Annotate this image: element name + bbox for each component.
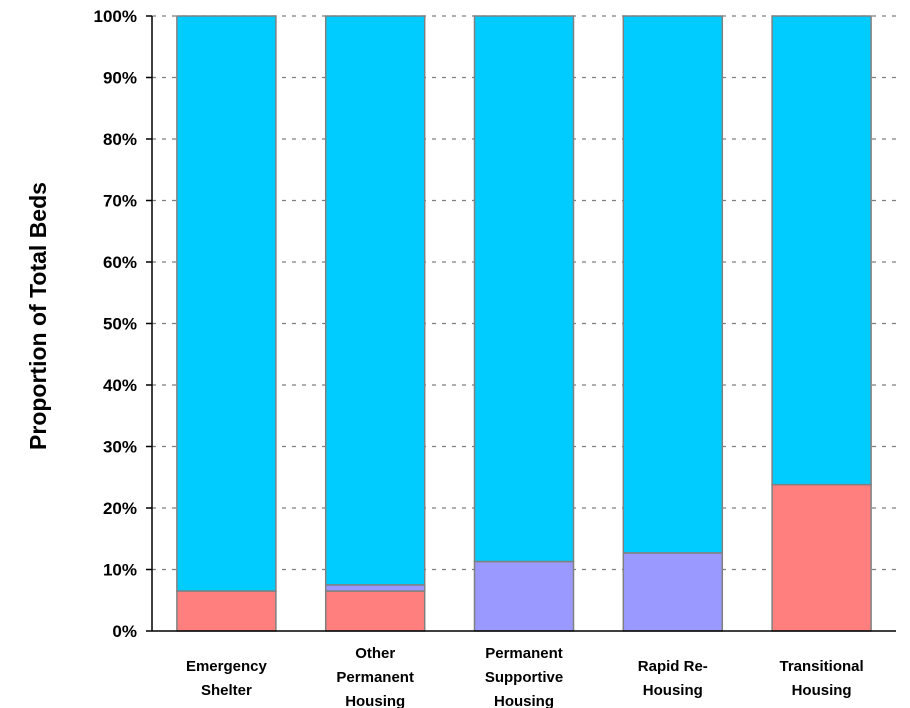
bar-segment: [771, 483, 872, 632]
bars: [176, 15, 872, 632]
bar-segment: [473, 560, 575, 632]
y-tick-label: 0%: [112, 622, 137, 641]
y-tick-label: 60%: [103, 253, 137, 272]
y-tick-label: 90%: [103, 69, 137, 88]
bar-segment: [771, 15, 872, 486]
x-category-label: Transitional Housing: [780, 658, 864, 699]
y-tick-label: 30%: [103, 438, 137, 457]
y-tick-label: 50%: [103, 315, 137, 334]
y-tick-label: 20%: [103, 499, 137, 518]
x-category-label: Permanent Supportive Housing: [485, 645, 563, 708]
x-category-labels: Emergency Shelter Other Permanent Housing Per…: [186, 645, 864, 708]
y-tick-label: 100%: [94, 7, 137, 26]
y-tick-label: 40%: [103, 376, 137, 395]
bar-segment: [622, 15, 724, 554]
y-tick-labels: 0% 10% 20% 30% 40% 50% 60% 70% 80% 90% 100%: [94, 7, 137, 641]
bar-segment: [473, 15, 575, 563]
y-tick-label: 70%: [103, 192, 137, 211]
bar-segment: [176, 590, 277, 632]
bar-segment: [324, 590, 426, 632]
axes: [146, 15, 896, 632]
bar-segment: [324, 584, 426, 592]
bar-segment: [622, 552, 724, 632]
x-category-label: Emergency Shelter: [186, 658, 268, 699]
bar-segment: [176, 15, 277, 592]
y-tick-label: 80%: [103, 130, 137, 149]
y-axis-title: Proportion of Total Beds: [25, 182, 51, 450]
bar-segment: [324, 15, 426, 586]
x-category-label: Rapid Re-Housing: [638, 658, 708, 699]
y-tick-label: 10%: [103, 561, 137, 580]
x-category-label: Other Permanent Housing: [336, 645, 414, 708]
